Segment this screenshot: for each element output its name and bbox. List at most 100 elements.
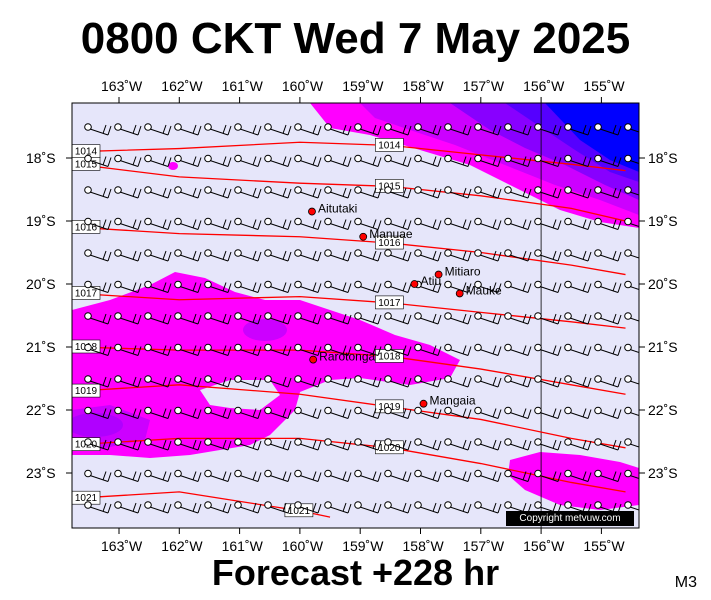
wind-barb [174, 406, 202, 419]
wind-barb [624, 375, 639, 385]
place-marker [434, 270, 443, 279]
wind-barb [114, 217, 142, 230]
wind-barb [594, 154, 622, 167]
wind-barb [534, 375, 562, 388]
wind-barb [264, 123, 292, 136]
wind-barb [504, 406, 532, 419]
place-label: Atiu [420, 274, 441, 288]
wind-barb [354, 469, 382, 482]
wind-barb [594, 343, 622, 356]
wind-barb [564, 186, 592, 199]
wind-barb [594, 280, 622, 293]
wind-barb [384, 343, 412, 356]
wind-barb [624, 312, 639, 322]
wind-barb [204, 123, 232, 136]
wind-barb [84, 280, 112, 293]
place-marker [419, 399, 428, 408]
place-label: Mangaia [430, 394, 476, 408]
wind-barb [234, 186, 262, 199]
wind-barb [324, 501, 352, 514]
isobar-label: 1017 [378, 298, 401, 309]
wind-barb [564, 249, 592, 262]
forecast-hours: Forecast +228 hr [211, 552, 500, 593]
longitude-label: 162˚W [161, 538, 203, 554]
wind-barb [174, 312, 202, 325]
wind-barb [534, 186, 562, 199]
wind-barb [624, 249, 639, 259]
wind-barb [624, 343, 639, 354]
wind-barb [534, 249, 562, 262]
wind-barb [174, 438, 202, 451]
wind-barb [474, 438, 502, 451]
wind-barb [474, 186, 502, 199]
latitude-label: 18˚S [648, 150, 678, 166]
isobar-label: 1017 [75, 288, 98, 299]
wind-barb [594, 501, 622, 514]
wind-barb [414, 501, 442, 514]
wind-barb [204, 217, 232, 230]
wind-barb [174, 154, 202, 167]
longitude-label: 155˚W [583, 78, 625, 94]
wind-barb [264, 406, 292, 419]
wind-barb [444, 123, 472, 136]
longitude-label: 160˚W [281, 538, 324, 554]
wind-barb [444, 501, 472, 514]
wind-barb [144, 154, 172, 167]
wind-barb [444, 438, 472, 451]
place-marker [410, 280, 419, 288]
longitude-label: 159˚W [342, 78, 384, 94]
wind-barb [264, 249, 292, 262]
wind-barb [594, 375, 622, 388]
copyright-badge[interactable]: Copyright metvuw.com [506, 511, 634, 526]
latitude-label: 22˚S [648, 402, 678, 418]
wind-barb [504, 249, 532, 262]
wind-barb [504, 186, 532, 199]
wind-barb [324, 154, 352, 167]
wind-barb [414, 375, 442, 388]
longitude-label: 159˚W [342, 538, 384, 554]
wind-barb [144, 312, 172, 325]
isobar-label-box [375, 295, 404, 310]
wind-barb [204, 406, 232, 419]
wind-barb [174, 375, 202, 388]
wind-barb [534, 343, 562, 356]
latitude-label: 20˚S [648, 276, 678, 292]
place-marker [308, 207, 316, 216]
wind-barb [294, 343, 322, 356]
latitude-label: 21˚S [648, 339, 678, 355]
wind-barb [114, 501, 142, 514]
wind-barb [594, 406, 622, 419]
wind-barb [354, 375, 382, 388]
wind-barb [624, 406, 639, 417]
wind-barb [624, 438, 639, 448]
isobar-label: 1014 [378, 140, 401, 151]
wind-barb [114, 123, 142, 136]
wind-barb [354, 186, 382, 199]
wind-barb [144, 375, 172, 388]
place-label: Rarotonga [319, 350, 375, 364]
wind-barb [114, 154, 142, 167]
wind-barb [474, 312, 502, 325]
wind-barb [594, 312, 622, 325]
wind-barb [444, 343, 472, 356]
wind-barb [144, 186, 172, 199]
wind-barb [564, 154, 592, 167]
wind-barb [384, 501, 412, 514]
isobar-label: 1020 [378, 443, 401, 454]
isobar-label: 1014 [75, 147, 98, 158]
wind-barb [534, 280, 562, 293]
longitude-label: 161˚W [221, 78, 263, 94]
wind-barb [204, 501, 232, 514]
longitude-label: 161˚W [221, 538, 263, 554]
isobar-label: 1016 [378, 238, 401, 249]
isobar-label: 1018 [378, 351, 401, 362]
wind-barb [354, 438, 382, 451]
wind-barb [114, 406, 142, 419]
wind-barb [144, 501, 172, 514]
wind-barb [354, 406, 382, 419]
wind-barb [474, 343, 502, 356]
wind-barb [204, 186, 232, 199]
wind-barb [624, 280, 639, 291]
wind-barb [234, 438, 262, 451]
